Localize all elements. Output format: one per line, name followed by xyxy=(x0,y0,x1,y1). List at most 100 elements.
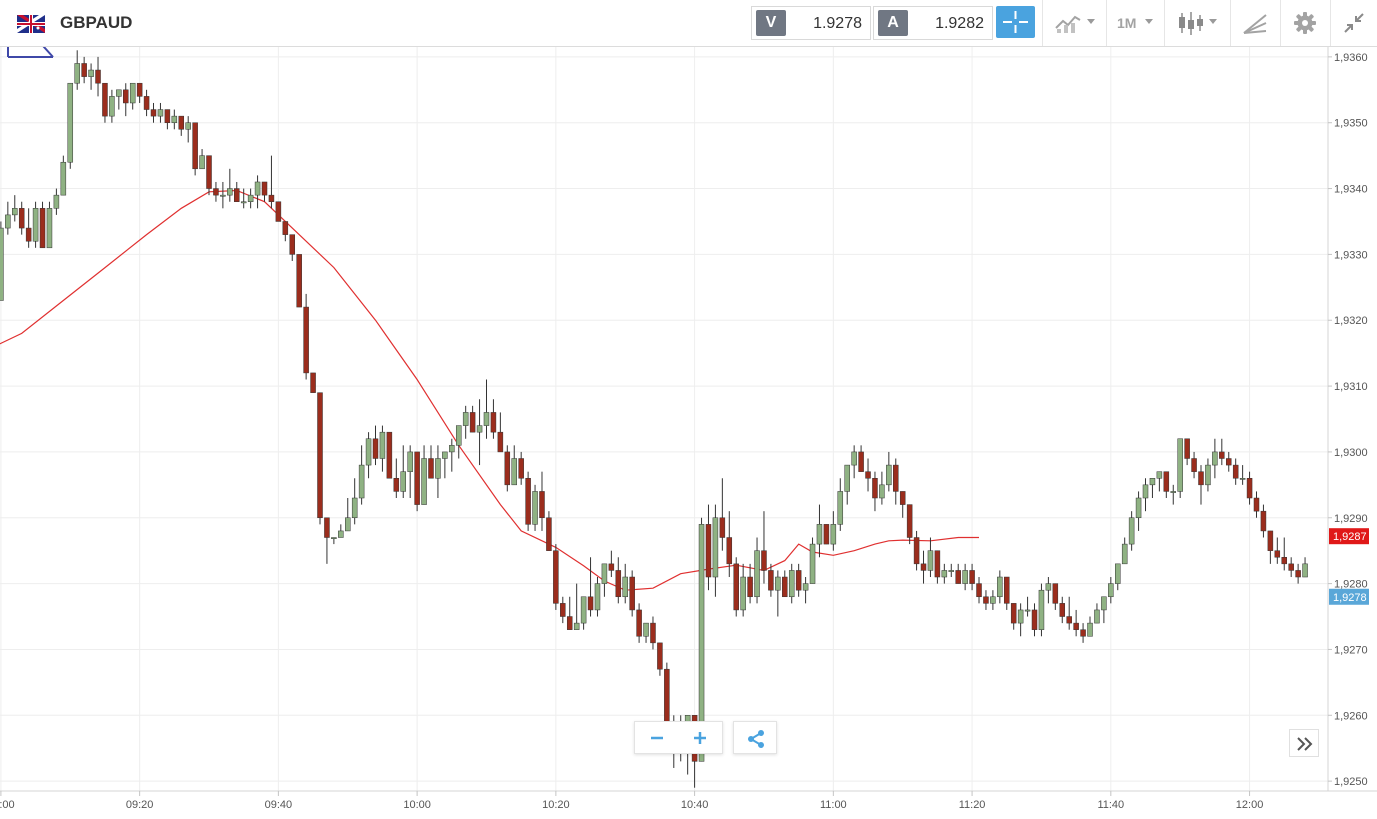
candle-body xyxy=(497,431,504,453)
sell-price-button[interactable]: V 1.9278 xyxy=(751,6,871,40)
candle-body xyxy=(1115,563,1121,584)
candle-body xyxy=(393,478,400,492)
candle-body xyxy=(539,491,545,519)
scroll-to-latest-button[interactable] xyxy=(1289,729,1319,757)
candle-body xyxy=(733,563,739,611)
candle-body xyxy=(768,570,774,591)
candle xyxy=(872,471,878,512)
timeframe-dropdown[interactable]: 1M xyxy=(1106,0,1164,46)
candle-body xyxy=(747,576,753,598)
candle xyxy=(1045,577,1052,604)
candle xyxy=(539,471,545,531)
candle xyxy=(5,201,11,235)
candle-body xyxy=(580,596,587,624)
zoom-controls xyxy=(634,721,723,754)
candle xyxy=(247,188,254,209)
candle-body xyxy=(469,412,476,433)
candle-body xyxy=(185,122,191,130)
candle xyxy=(941,563,948,584)
candle-body xyxy=(698,524,705,762)
minus-icon[interactable] xyxy=(649,732,665,744)
candle-body xyxy=(1149,478,1156,486)
candle xyxy=(962,563,968,591)
candle-body xyxy=(102,82,108,117)
candle-body xyxy=(81,63,87,77)
candle-body xyxy=(1094,609,1100,624)
buy-price-button[interactable]: A 1.9282 xyxy=(873,6,993,40)
candle-body xyxy=(594,583,601,611)
candle xyxy=(324,517,330,564)
candle-body xyxy=(1059,603,1066,617)
settings-button[interactable] xyxy=(1280,0,1330,46)
candle xyxy=(712,504,719,597)
candle xyxy=(1260,504,1267,538)
candle-body xyxy=(622,576,628,598)
candle-body xyxy=(0,227,4,301)
chart-type-dropdown[interactable] xyxy=(1042,0,1106,46)
candle xyxy=(268,155,275,209)
candle-body xyxy=(532,491,538,525)
chevron-down-icon xyxy=(1209,19,1217,24)
candle-body xyxy=(775,576,781,591)
candle xyxy=(185,116,191,143)
candle xyxy=(81,56,87,84)
chevron-down-icon xyxy=(1145,19,1153,24)
candle-body xyxy=(220,194,226,197)
candle-body xyxy=(449,445,455,453)
candle xyxy=(754,537,760,604)
candle-body xyxy=(643,622,649,637)
candle-body xyxy=(990,596,996,604)
candle-body xyxy=(164,109,171,123)
candle-body xyxy=(234,188,240,202)
candle-body xyxy=(1212,451,1218,466)
candle xyxy=(136,82,143,103)
plus-icon[interactable] xyxy=(692,730,708,746)
drawing-tool-marker[interactable] xyxy=(7,47,54,58)
candle-body xyxy=(53,194,60,209)
candle xyxy=(1232,458,1239,485)
candle-body xyxy=(268,194,275,202)
candle-body xyxy=(171,115,178,123)
candle xyxy=(788,563,795,604)
candle xyxy=(546,511,552,551)
candle xyxy=(116,89,122,110)
candle-body xyxy=(886,464,892,486)
candle-body xyxy=(1045,583,1052,591)
candle-body xyxy=(1177,438,1183,492)
candle xyxy=(990,590,996,610)
price-tick-label: 1,9280 xyxy=(1334,579,1368,591)
collapse-button[interactable] xyxy=(1330,0,1377,46)
candle-style-dropdown[interactable] xyxy=(1164,0,1230,46)
share-button[interactable] xyxy=(733,721,777,754)
price-tick-label: 1,9300 xyxy=(1334,447,1368,459)
buy-price: 1.9282 xyxy=(935,15,984,32)
candle xyxy=(580,596,587,630)
instrument-symbol: GBPAUD xyxy=(60,13,133,32)
time-tick-label: 11:40 xyxy=(1097,799,1124,811)
candle-body xyxy=(1121,543,1128,565)
time-tick-label: 11:20 xyxy=(959,799,986,811)
candle-body xyxy=(1288,563,1294,571)
candle xyxy=(455,425,462,459)
candle xyxy=(997,570,1003,604)
candle xyxy=(150,102,157,123)
candle-body xyxy=(608,563,615,571)
candle xyxy=(60,155,67,196)
price-chart[interactable]: 1,9250 1,9260 1,9270 1,9280 1,9290 1,9300 1,93… xyxy=(0,47,1377,819)
candle xyxy=(1212,438,1218,479)
candle-body xyxy=(109,96,115,117)
candle-body xyxy=(920,563,927,571)
candle xyxy=(143,89,150,117)
candle xyxy=(747,563,753,604)
crosshair-button[interactable] xyxy=(996,6,1035,38)
candle xyxy=(1177,438,1183,499)
candle xyxy=(289,234,296,261)
candle-body xyxy=(421,458,427,505)
price-tick-label: 1,9360 xyxy=(1334,52,1368,64)
candle xyxy=(1253,491,1260,518)
drawing-tools-button[interactable] xyxy=(1230,0,1280,46)
candle-body xyxy=(275,201,282,222)
candle xyxy=(1163,471,1170,499)
candle xyxy=(830,511,837,551)
candle xyxy=(816,504,823,558)
